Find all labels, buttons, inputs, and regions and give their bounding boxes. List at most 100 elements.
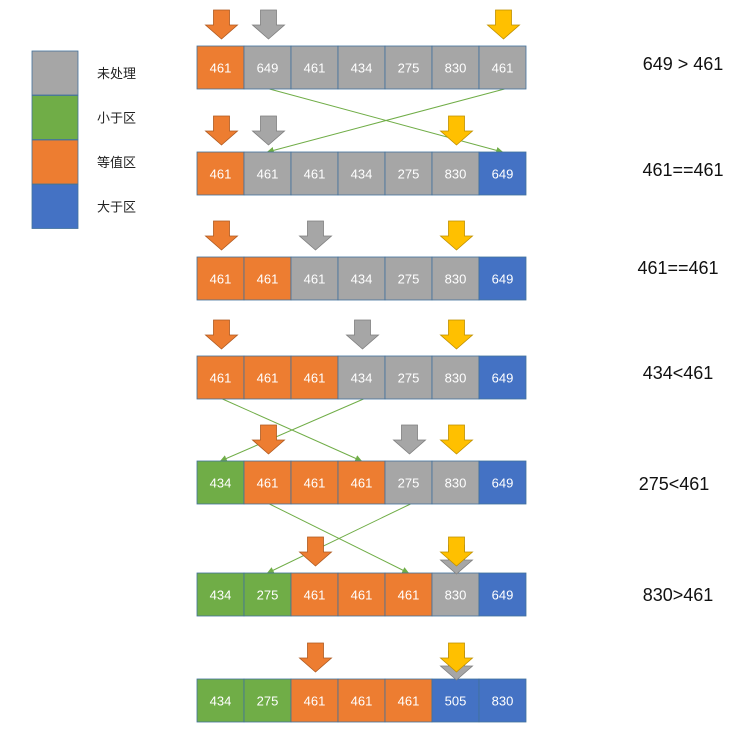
array-cell	[384, 45, 433, 90]
array-cell	[384, 678, 433, 723]
array-cell	[290, 151, 339, 196]
swap-line	[266, 503, 411, 574]
gold-pointer-arrow-icon	[439, 424, 474, 455]
array-cell	[337, 256, 386, 301]
cell-value: 461	[351, 694, 373, 709]
cell-value: 830	[445, 371, 467, 386]
array-rows: 461 649 461 434 275 830 461 461 461 461 434 275 830 6…	[196, 45, 527, 723]
array-cell	[431, 45, 480, 90]
array-cell	[337, 151, 386, 196]
array-cell	[196, 678, 245, 723]
cell-value: 461	[398, 694, 420, 709]
array-cell	[243, 460, 292, 505]
array-row-2: 461 461 461 434 275 830 649	[196, 151, 527, 196]
array-cell	[243, 355, 292, 400]
array-cell	[384, 460, 433, 505]
cell-value: 649	[257, 61, 279, 76]
cell-value: 461	[304, 272, 326, 287]
cell-value: 649	[492, 272, 514, 287]
cell-value: 830	[445, 167, 467, 182]
cell-value: 649	[492, 371, 514, 386]
swap-lines	[219, 88, 505, 574]
cell-value: 461	[304, 588, 326, 603]
array-cell	[478, 678, 527, 723]
array-row-7: 434 275 461 461 461 505 830	[196, 678, 527, 723]
cell-value: 649	[492, 167, 514, 182]
array-cell	[384, 572, 433, 617]
array-cell	[478, 572, 527, 617]
orange-pointer-arrow-icon	[204, 220, 239, 251]
legend-label-unprocessed: 未处理	[97, 67, 136, 82]
swap-line	[266, 88, 505, 154]
gold-pointer-arrow-icon	[439, 319, 474, 350]
cell-value: 461	[398, 588, 420, 603]
array-cell	[384, 355, 433, 400]
array-row-4: 461 461 461 434 275 830 649	[196, 355, 527, 400]
cell-value: 461	[210, 371, 232, 386]
cell-value: 275	[398, 476, 420, 491]
gold-pointer-arrow-icon	[486, 9, 521, 40]
cell-value: 830	[492, 694, 514, 709]
gray-pointer-arrow-icon	[298, 220, 333, 251]
cell-value: 461	[304, 167, 326, 182]
array-cell	[290, 460, 339, 505]
array-cell	[337, 45, 386, 90]
array-cell	[290, 256, 339, 301]
array-cell	[384, 151, 433, 196]
array-cell	[196, 460, 245, 505]
array-cell	[290, 678, 339, 723]
cell-value: 461	[304, 371, 326, 386]
cell-value: 434	[210, 476, 232, 491]
array-cell	[431, 355, 480, 400]
cell-value: 461	[351, 476, 373, 491]
comparison-label: 830>461	[643, 585, 714, 605]
cell-value: 461	[492, 61, 514, 76]
comparisons: 649 > 461 461==461 461==461 434<461 275<461 8…	[637, 54, 723, 605]
legend-label-equal: 等值区	[97, 155, 136, 171]
cell-value: 830	[445, 588, 467, 603]
legend-swatch-unprocessed	[31, 50, 79, 96]
cell-value: 275	[398, 272, 420, 287]
legend-label-greater: 大于区	[97, 201, 136, 216]
cell-value: 461	[257, 167, 279, 182]
orange-pointer-arrow-icon	[298, 642, 333, 673]
array-cell	[478, 151, 527, 196]
array-row-3: 461 461 461 434 275 830 649	[196, 256, 527, 301]
array-cell	[290, 355, 339, 400]
array-cell	[478, 256, 527, 301]
cell-value: 461	[257, 371, 279, 386]
cell-value: 830	[445, 272, 467, 287]
cell-value: 461	[210, 272, 232, 287]
cell-value: 275	[257, 694, 279, 709]
array-cell	[196, 45, 245, 90]
cell-value: 461	[304, 61, 326, 76]
comparison-label: 275<461	[639, 474, 710, 494]
cell-value: 649	[492, 476, 514, 491]
legend-swatch-greater	[31, 184, 79, 229]
legend-swatch-equal	[31, 139, 79, 185]
array-row-1: 461 649 461 434 275 830 461	[196, 45, 527, 90]
gray-pointer-arrow-icon	[392, 424, 427, 455]
cell-value: 830	[445, 476, 467, 491]
comparison-label: 461==461	[637, 258, 718, 278]
cell-value: 461	[304, 694, 326, 709]
pointer-arrows	[204, 9, 521, 681]
cell-value: 461	[351, 588, 373, 603]
cell-value: 434	[351, 272, 373, 287]
orange-pointer-arrow-icon	[204, 115, 239, 146]
array-cell	[478, 460, 527, 505]
array-cell	[290, 572, 339, 617]
gray-pointer-arrow-icon	[345, 319, 380, 350]
array-row-5: 434 461 461 461 275 830 649	[196, 460, 527, 505]
cell-value: 461	[210, 61, 232, 76]
legend-label-less: 小于区	[97, 112, 136, 127]
cell-value: 434	[351, 167, 373, 182]
cell-value: 649	[492, 588, 514, 603]
array-cell	[243, 572, 292, 617]
cell-value: 434	[210, 588, 232, 603]
cell-value: 434	[210, 694, 232, 709]
gold-pointer-arrow-icon	[439, 642, 474, 673]
gold-pointer-arrow-icon	[439, 220, 474, 251]
